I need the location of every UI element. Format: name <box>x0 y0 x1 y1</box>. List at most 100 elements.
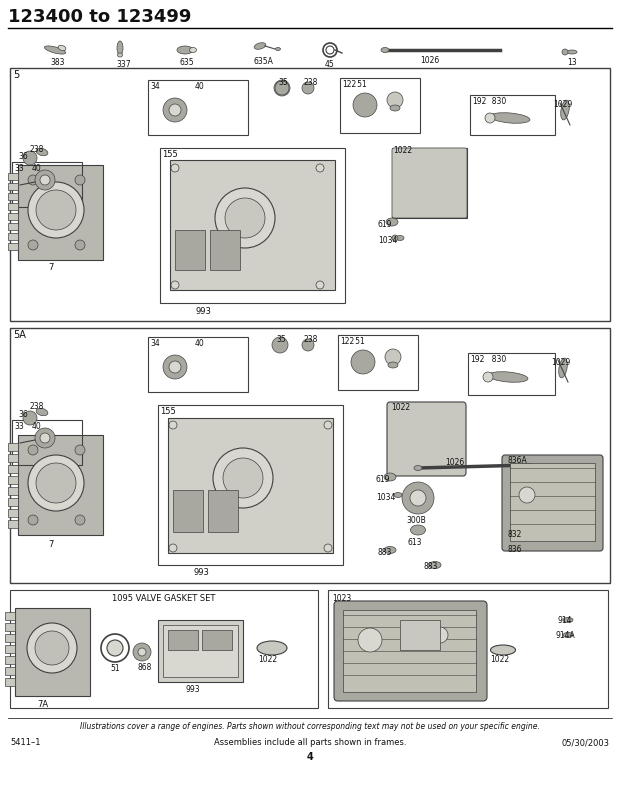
Ellipse shape <box>563 618 573 622</box>
Ellipse shape <box>381 47 389 52</box>
Bar <box>148 337 248 392</box>
Bar <box>8 476 18 484</box>
Ellipse shape <box>559 358 567 378</box>
Bar <box>5 656 15 664</box>
Circle shape <box>351 350 375 374</box>
Text: 635: 635 <box>180 58 195 67</box>
Circle shape <box>28 455 84 511</box>
Text: 45: 45 <box>325 60 335 69</box>
Text: 383: 383 <box>50 58 64 67</box>
Text: 238: 238 <box>303 78 317 87</box>
Ellipse shape <box>117 41 123 55</box>
Circle shape <box>36 190 76 230</box>
Bar <box>8 454 18 462</box>
Text: 1026: 1026 <box>445 458 464 467</box>
Circle shape <box>223 458 263 498</box>
Ellipse shape <box>384 546 396 553</box>
Text: 836A: 836A <box>507 456 527 465</box>
Circle shape <box>171 281 179 289</box>
Bar <box>8 173 18 180</box>
Ellipse shape <box>36 408 48 415</box>
Circle shape <box>138 648 146 656</box>
Text: 238: 238 <box>303 335 317 344</box>
Text: 51: 51 <box>348 337 365 346</box>
Circle shape <box>40 175 50 185</box>
Circle shape <box>36 463 76 503</box>
Circle shape <box>274 80 290 96</box>
Ellipse shape <box>254 43 266 49</box>
Ellipse shape <box>488 371 528 383</box>
Circle shape <box>483 372 493 382</box>
Circle shape <box>35 631 69 665</box>
Ellipse shape <box>567 50 577 54</box>
Circle shape <box>23 151 37 165</box>
Bar <box>10 68 610 321</box>
Ellipse shape <box>58 45 66 51</box>
Bar <box>173 490 203 532</box>
Bar <box>343 610 476 692</box>
Circle shape <box>169 421 177 429</box>
Text: 1095 VALVE GASKET SET: 1095 VALVE GASKET SET <box>112 594 216 603</box>
Text: 192: 192 <box>470 355 484 364</box>
Ellipse shape <box>490 113 530 124</box>
Ellipse shape <box>257 641 287 655</box>
Text: 40: 40 <box>32 422 42 431</box>
Circle shape <box>225 198 265 238</box>
Circle shape <box>387 92 403 108</box>
Circle shape <box>28 515 38 525</box>
Circle shape <box>324 421 332 429</box>
Ellipse shape <box>414 465 422 471</box>
Bar <box>8 233 18 240</box>
Bar <box>392 148 467 218</box>
Circle shape <box>169 544 177 552</box>
Circle shape <box>215 188 275 248</box>
Bar <box>8 183 18 190</box>
Text: 34: 34 <box>150 339 160 348</box>
Bar <box>163 625 238 677</box>
Bar <box>15 608 90 696</box>
Text: 7A: 7A <box>37 700 48 709</box>
Ellipse shape <box>410 525 425 535</box>
Bar <box>158 405 343 565</box>
Bar <box>8 443 18 451</box>
Text: 5411–1: 5411–1 <box>10 738 40 747</box>
Ellipse shape <box>118 53 123 57</box>
Text: 4: 4 <box>307 752 313 762</box>
Text: 914A: 914A <box>555 631 575 640</box>
Bar <box>18 165 103 260</box>
Bar <box>170 160 335 290</box>
Text: 1026: 1026 <box>420 56 439 65</box>
Text: 51: 51 <box>110 664 120 673</box>
Text: 122: 122 <box>342 80 356 89</box>
Text: 993: 993 <box>185 685 200 694</box>
Circle shape <box>302 82 314 94</box>
Text: 1034: 1034 <box>376 493 396 502</box>
Bar <box>12 162 82 207</box>
Circle shape <box>410 490 426 506</box>
Text: 36: 36 <box>18 152 28 161</box>
Text: 883: 883 <box>423 562 437 571</box>
Bar <box>400 620 440 650</box>
Circle shape <box>28 175 38 185</box>
Text: 7: 7 <box>48 540 53 549</box>
Bar <box>5 623 15 631</box>
Bar <box>12 420 82 465</box>
Circle shape <box>28 445 38 455</box>
Text: 51: 51 <box>350 80 367 89</box>
Text: 832: 832 <box>507 530 521 539</box>
Bar <box>5 634 15 642</box>
Text: 35: 35 <box>278 78 288 87</box>
Text: 337: 337 <box>116 60 131 69</box>
Ellipse shape <box>190 47 197 52</box>
Bar <box>18 435 103 535</box>
Text: 1034: 1034 <box>378 236 397 245</box>
Text: 40: 40 <box>195 339 205 348</box>
Text: 619: 619 <box>378 220 392 229</box>
Bar <box>168 418 333 553</box>
Circle shape <box>316 281 324 289</box>
Text: 1022: 1022 <box>391 403 410 412</box>
Text: 36: 36 <box>18 410 28 419</box>
Circle shape <box>75 175 85 185</box>
Circle shape <box>392 235 398 241</box>
Circle shape <box>353 93 377 117</box>
